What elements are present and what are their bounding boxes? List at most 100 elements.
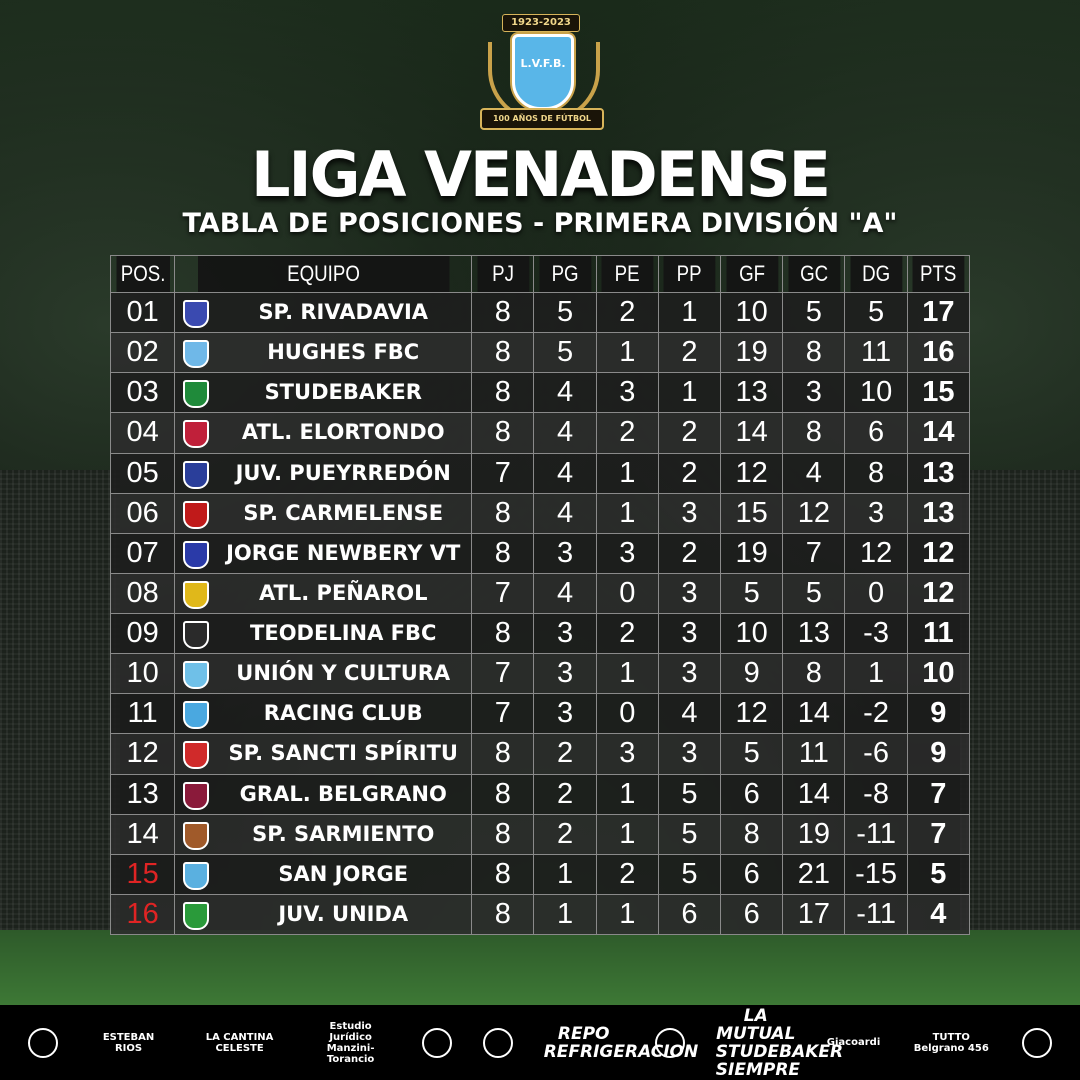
goals-against-cell: 21 bbox=[782, 853, 846, 895]
won-cell: 1 bbox=[533, 893, 597, 936]
sponsor-logo: LA MUTUAL STUDEBAKER SIEMPRE bbox=[715, 1005, 844, 1080]
points-cell: 9 bbox=[906, 693, 971, 735]
team-name: TEODELINA FBC bbox=[250, 621, 437, 645]
drawn-cell: 1 bbox=[595, 653, 659, 695]
won-cell: 3 bbox=[533, 532, 597, 574]
drawn-cell: 3 bbox=[595, 532, 659, 574]
team-cell: JORGE NEWBERY VT bbox=[174, 532, 473, 574]
won-cell: 2 bbox=[533, 733, 597, 775]
drawn-cell: 1 bbox=[595, 893, 659, 936]
points-cell: 11 bbox=[906, 612, 971, 655]
goal-diff-cell: -8 bbox=[844, 773, 908, 815]
position-cell: 09 bbox=[109, 612, 176, 655]
position-cell: 16 bbox=[109, 893, 176, 936]
position-cell: 06 bbox=[109, 492, 176, 534]
played-cell: 8 bbox=[471, 733, 535, 775]
played-cell: 8 bbox=[471, 412, 535, 454]
team-cell: UNIÓN Y CULTURA bbox=[174, 653, 473, 695]
team-name: ATL. PEÑAROL bbox=[258, 580, 428, 605]
points-cell: 13 bbox=[906, 452, 971, 494]
lost-cell: 3 bbox=[657, 733, 722, 775]
table-row: 08 ATL. PEÑAROL 7 4 0 3 5 5 0 12 bbox=[109, 572, 971, 615]
column-header-dg: DG bbox=[849, 255, 903, 293]
page-subtitle: TABLA DE POSICIONES - PRIMERA DIVISIÓN "… bbox=[182, 208, 898, 239]
team-crest-icon bbox=[183, 580, 210, 609]
position-cell: 11 bbox=[109, 693, 176, 735]
goal-diff-cell: 5 bbox=[844, 291, 908, 334]
goals-for-cell: 6 bbox=[720, 853, 784, 895]
table-row: 15 SAN JORGE 8 1 2 5 6 21 -15 5 bbox=[109, 853, 971, 895]
played-cell: 8 bbox=[471, 813, 535, 855]
won-cell: 3 bbox=[533, 653, 597, 695]
goals-for-cell: 6 bbox=[720, 893, 784, 936]
table-row: 12 SP. SANCTI SPÍRITU 8 2 3 3 5 11 -6 9 bbox=[109, 733, 971, 775]
team-cell: SP. SARMIENTO bbox=[174, 813, 473, 855]
lost-cell: 2 bbox=[657, 532, 722, 574]
drawn-cell: 2 bbox=[595, 412, 659, 454]
team-crest-icon bbox=[183, 380, 210, 409]
team-name: JUV. UNIDA bbox=[278, 901, 409, 926]
team-crest-icon bbox=[183, 621, 210, 649]
table-row: 05 JUV. PUEYRREDÓN 7 4 1 2 12 4 8 13 bbox=[109, 452, 971, 494]
points-cell: 15 bbox=[906, 372, 971, 414]
goal-diff-cell: 10 bbox=[844, 372, 908, 414]
goal-diff-cell: 11 bbox=[844, 332, 908, 374]
position-cell: 10 bbox=[109, 653, 176, 695]
won-cell: 4 bbox=[533, 412, 597, 454]
goal-diff-cell: -6 bbox=[844, 733, 908, 775]
goal-diff-cell: 6 bbox=[844, 412, 908, 454]
lost-cell: 3 bbox=[657, 572, 722, 615]
circle-logo-icon bbox=[27, 1027, 58, 1058]
lost-cell: 5 bbox=[657, 853, 722, 895]
logo-initials: L.V.F.B. bbox=[520, 57, 566, 70]
team-cell: HUGHES FBC bbox=[174, 332, 473, 374]
points-cell: 5 bbox=[906, 853, 971, 895]
goals-for-cell: 8 bbox=[720, 813, 784, 855]
team-crest-icon bbox=[183, 340, 210, 369]
goals-against-cell: 13 bbox=[782, 612, 846, 655]
standings-body: 01 SP. RIVADAVIA 8 5 2 1 10 5 5 17 02 HUGHES FBC 8 5 1… bbox=[109, 291, 971, 936]
won-cell: 4 bbox=[533, 372, 597, 414]
lost-cell: 3 bbox=[657, 492, 722, 534]
goal-diff-cell: -11 bbox=[844, 813, 908, 855]
goal-diff-cell: 0 bbox=[844, 572, 908, 615]
sponsor-bar: ESTEBAN RIOS LA CANTINA CELESTE Estudio Ju… bbox=[0, 1005, 1080, 1080]
position-cell: 05 bbox=[109, 452, 176, 494]
team-cell: SP. CARMELENSE bbox=[174, 492, 473, 534]
goals-against-cell: 17 bbox=[782, 893, 846, 936]
points-cell: 12 bbox=[906, 532, 971, 574]
table-row: 11 RACING CLUB 7 3 0 4 12 14 -2 9 bbox=[109, 693, 971, 735]
team-crest-icon bbox=[183, 821, 210, 850]
goals-against-cell: 14 bbox=[782, 693, 846, 735]
points-cell: 12 bbox=[906, 572, 971, 615]
goal-diff-cell: 3 bbox=[844, 492, 908, 534]
won-cell: 4 bbox=[533, 492, 597, 534]
mf-circle-icon bbox=[482, 1027, 513, 1058]
goals-against-cell: 5 bbox=[782, 291, 846, 334]
lost-cell: 3 bbox=[657, 653, 722, 695]
won-cell: 1 bbox=[533, 853, 597, 895]
lost-cell: 3 bbox=[657, 612, 722, 655]
lost-cell: 4 bbox=[657, 693, 722, 735]
won-cell: 4 bbox=[533, 572, 597, 615]
goal-diff-cell: -11 bbox=[844, 893, 908, 936]
drawn-cell: 3 bbox=[595, 733, 659, 775]
position-cell: 13 bbox=[109, 773, 176, 815]
table-row: 03 STUDEBAKER 8 4 3 1 13 3 10 15 bbox=[109, 372, 971, 414]
points-cell: 10 bbox=[906, 653, 971, 695]
goals-against-cell: 5 bbox=[782, 572, 846, 615]
logo-years: 1923-2023 bbox=[502, 14, 580, 32]
won-cell: 3 bbox=[533, 612, 597, 655]
drawn-cell: 0 bbox=[595, 693, 659, 735]
goal-diff-cell: 12 bbox=[844, 532, 908, 574]
points-cell: 14 bbox=[906, 412, 971, 454]
points-cell: 13 bbox=[906, 492, 971, 534]
team-name: SP. SARMIENTO bbox=[252, 821, 435, 846]
team-name: HUGHES FBC bbox=[267, 340, 420, 365]
page-title: LIGA VENADENSE bbox=[251, 138, 831, 211]
position-cell: 02 bbox=[109, 332, 176, 374]
team-cell: GRAL. BELGRANO bbox=[174, 773, 473, 815]
table-header-row: POS. EQUIPO PJ PG PE PP GF GC DG PTS bbox=[111, 255, 970, 293]
team-crest-icon bbox=[183, 540, 210, 569]
team-name: SP. RIVADAVIA bbox=[258, 300, 429, 324]
